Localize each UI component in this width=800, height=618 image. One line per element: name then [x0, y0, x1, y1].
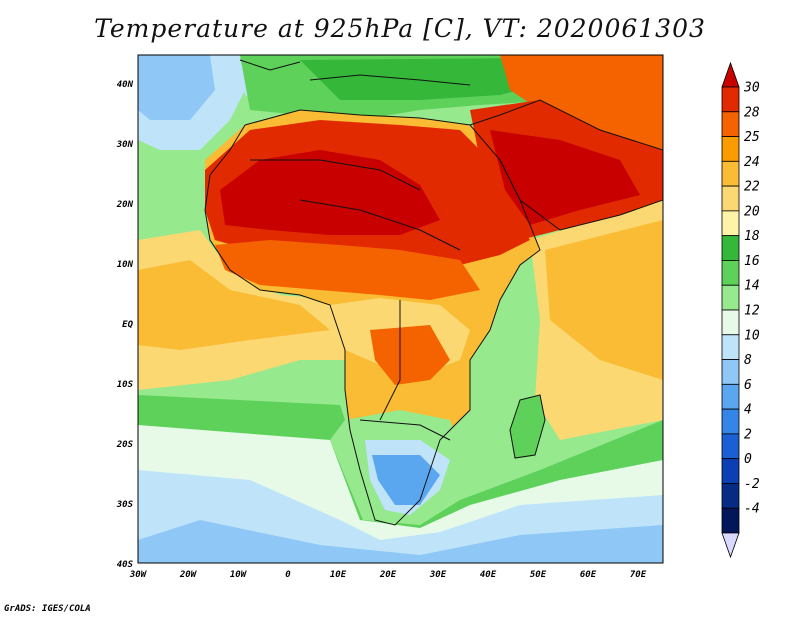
colorbar-label: 12	[744, 304, 760, 319]
lat-ticks: 40N 30N 20N 10N EQ 10S 20S 30S 40S	[116, 80, 134, 570]
colorbar-label: 14	[744, 279, 760, 294]
colorbar-box	[721, 86, 740, 113]
lon-tick-label: 60E	[580, 570, 597, 580]
colorbar-label: 18	[744, 229, 760, 244]
lat-tick-label: 30N	[116, 140, 134, 150]
colorbar-label: 22	[744, 180, 760, 195]
colorbar-label: 28	[744, 105, 760, 120]
lon-tick-label: 0	[285, 570, 291, 580]
colorbar-box	[721, 507, 740, 534]
lon-tick-label: 10E	[330, 570, 347, 580]
lat-tick-label: 10S	[117, 380, 134, 390]
colorbar-label: 0	[744, 452, 752, 467]
lon-tick-label: 30E	[429, 570, 447, 580]
lon-tick-label: 40E	[480, 570, 497, 580]
colorbar-box	[721, 433, 740, 460]
lon-ticks: 30W 20W 10W 0 10E 20E 30E 40E 50E 60E 70…	[129, 570, 647, 580]
colorbar-box	[721, 284, 740, 311]
lon-tick-label: 20W	[179, 570, 198, 580]
lon-tick-label: 10W	[230, 570, 248, 580]
colorbar-box	[721, 136, 740, 162]
lat-tick-label: 40N	[117, 80, 134, 90]
lat-tick-label: 10N	[117, 260, 134, 270]
lat-tick-label: 20S	[116, 440, 134, 450]
colorbar-label: 4	[744, 403, 752, 418]
colorbar-label: 20	[744, 204, 760, 219]
lon-tick-label: 20E	[379, 570, 397, 580]
colorbar-label: 24	[744, 155, 760, 170]
colorbar-label: 8	[744, 353, 752, 368]
colorbar-box	[721, 111, 740, 137]
colorbar-box	[721, 210, 740, 237]
colorbar-box	[721, 458, 740, 484]
colorbar-box	[721, 185, 740, 212]
lon-tick-label: 50E	[530, 570, 547, 580]
colorbar-box	[721, 160, 740, 187]
colorbar-top-triangle	[721, 61, 740, 88]
colorbar-label: 10	[744, 328, 760, 343]
colorbar-label: 25	[744, 130, 760, 145]
colorbar-label: 16	[744, 254, 760, 269]
colorbar-bottom-triangle	[721, 532, 740, 559]
map-title: Temperature at 925hPa [C], VT: 202006130…	[94, 14, 706, 43]
colorbar-box	[721, 383, 740, 410]
colorbar-label: 6	[744, 378, 752, 393]
colorbar-label: -4	[744, 502, 760, 517]
lon-tick-label: 70E	[630, 570, 647, 580]
colorbar-box	[721, 408, 740, 435]
colorbar-box	[721, 334, 740, 360]
coastlines	[204, 59, 663, 526]
lat-tick-label: EQ	[122, 320, 133, 330]
colorbar-box	[721, 359, 740, 385]
colorbar-box	[721, 309, 740, 336]
lat-tick-label: 30S	[116, 500, 134, 510]
plot-frame	[137, 54, 664, 564]
grads-credit: GrADS: IGES/COLA	[4, 604, 91, 614]
colorbar-label: 30	[743, 81, 760, 96]
colorbar-label: -2	[744, 477, 760, 492]
colorbar-box	[721, 483, 740, 509]
lon-tick-label: 30W	[129, 570, 148, 580]
colorbar-box	[721, 260, 740, 286]
colorbar-box	[721, 235, 740, 261]
lat-tick-label: 20N	[116, 200, 134, 210]
lat-tick-label: 40S	[117, 560, 134, 570]
colorbar-label: 2	[744, 427, 752, 442]
